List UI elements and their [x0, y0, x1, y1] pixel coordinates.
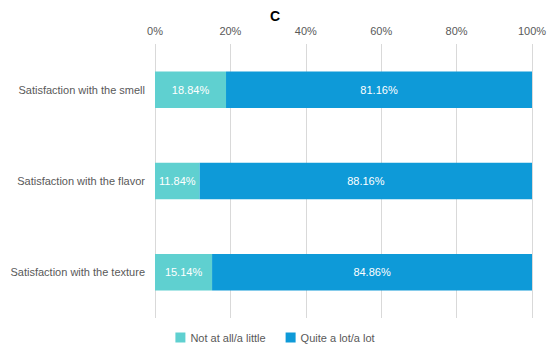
svg-text:C: C: [270, 8, 280, 24]
svg-text:40%: 40%: [295, 25, 317, 37]
svg-text:Not at all/a little: Not at all/a little: [190, 332, 265, 344]
svg-text:81.16%: 81.16%: [360, 84, 398, 96]
svg-text:Satisfaction with the flavor: Satisfaction with the flavor: [17, 175, 145, 187]
svg-text:60%: 60%: [370, 25, 392, 37]
svg-text:100%: 100%: [518, 25, 546, 37]
svg-text:80%: 80%: [446, 25, 468, 37]
svg-text:0%: 0%: [147, 25, 163, 37]
svg-text:15.14%: 15.14%: [165, 266, 203, 278]
svg-text:18.84%: 18.84%: [172, 84, 210, 96]
svg-text:Quite a lot/a lot: Quite a lot/a lot: [301, 332, 375, 344]
svg-text:88.16%: 88.16%: [347, 175, 385, 187]
svg-text:11.84%: 11.84%: [159, 175, 196, 187]
svg-text:Satisfaction with the texture: Satisfaction with the texture: [10, 266, 145, 278]
svg-text:20%: 20%: [219, 25, 241, 37]
svg-text:84.86%: 84.86%: [353, 266, 391, 278]
svg-text:Satisfaction with the smell: Satisfaction with the smell: [18, 84, 145, 96]
